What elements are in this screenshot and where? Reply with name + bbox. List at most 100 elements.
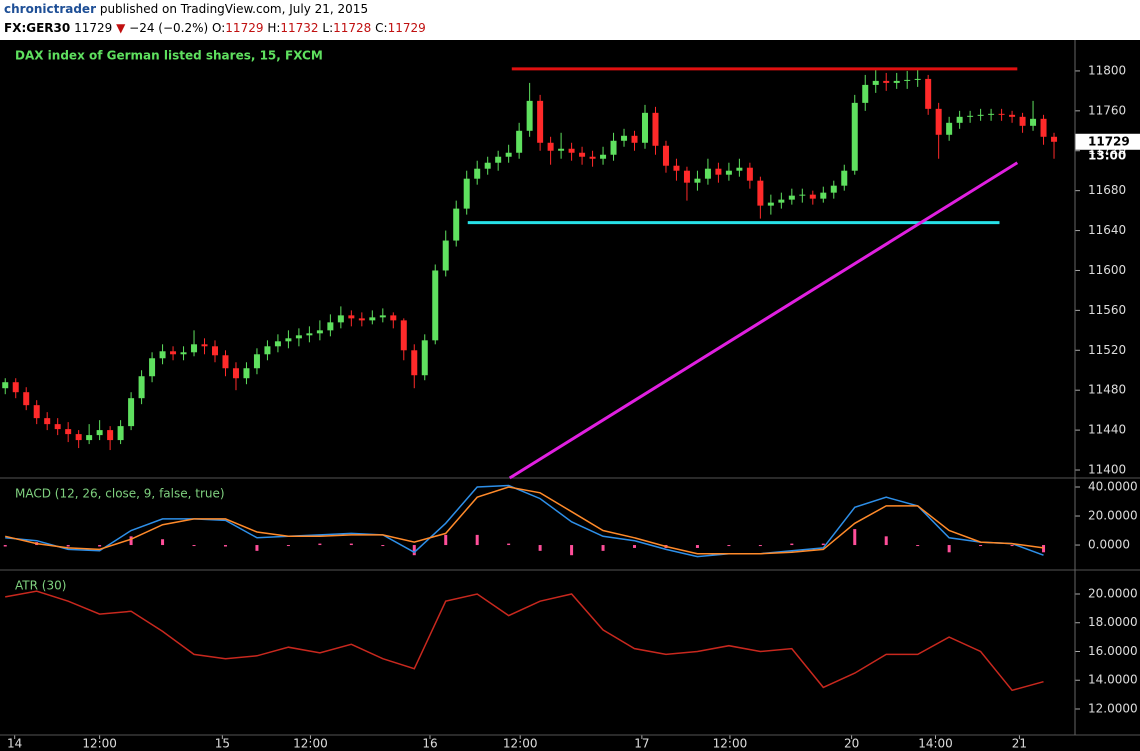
histogram-bar: [853, 529, 857, 546]
histogram-bar: [727, 545, 731, 547]
candle-body: [54, 424, 61, 430]
histogram-bar: [601, 545, 605, 551]
candle-body: [243, 368, 250, 379]
candle-body: [1019, 116, 1026, 126]
y-tick-label: 11800: [1088, 63, 1126, 77]
y-tick-label: 11400: [1088, 463, 1126, 477]
published: published on TradingView.com, July 21, 2…: [99, 2, 369, 16]
candle-body: [526, 100, 533, 131]
x-tick-label: 12:00: [713, 737, 748, 751]
candle-body: [956, 116, 963, 123]
candle-body: [33, 405, 40, 419]
candle-body: [264, 346, 271, 355]
histogram-bar: [633, 545, 637, 548]
y-tick-label: 16.0000: [1088, 644, 1138, 658]
ohlc-label: O:: [212, 21, 226, 35]
ohlc-value: 11729: [225, 21, 264, 35]
histogram-bar: [223, 545, 227, 547]
pane-title: DAX index of German listed shares, 15, F…: [15, 49, 323, 63]
candle-body: [75, 434, 82, 441]
candle-body: [704, 168, 711, 179]
header: chronictrader published on TradingView.c…: [0, 0, 1140, 40]
y-tick-label: 11640: [1088, 223, 1126, 237]
candle-body: [348, 315, 355, 319]
candle-body: [600, 154, 607, 159]
histogram-bar: [884, 536, 888, 546]
candle-body: [274, 341, 281, 347]
histogram-bar: [1042, 545, 1046, 553]
candle-body: [893, 80, 900, 83]
histogram-bar: [98, 545, 102, 547]
x-tick-label: 15: [215, 737, 230, 751]
candle-body: [65, 429, 72, 435]
background: [0, 40, 1140, 751]
candle-body: [379, 315, 386, 318]
candle-body: [904, 79, 911, 81]
symbol: FX:GER30: [4, 21, 71, 35]
histogram-bar: [192, 545, 196, 547]
candle-body: [390, 315, 397, 321]
candle-body: [757, 180, 764, 206]
author[interactable]: chronictrader: [4, 2, 96, 16]
candle-body: [988, 113, 995, 115]
ohlc-value: 11732: [280, 21, 319, 35]
pane-title: ATR (30): [15, 579, 66, 593]
indicator-line: [5, 486, 1044, 555]
candle-body: [411, 350, 418, 376]
candle-body: [128, 398, 135, 427]
candle-body: [872, 80, 879, 85]
histogram-bar: [790, 543, 794, 546]
candle-body: [358, 318, 365, 321]
price-tag: [1075, 133, 1140, 150]
candle-body: [977, 114, 984, 116]
candle-body: [883, 80, 890, 83]
candle-body: [12, 382, 19, 393]
histogram-bar: [570, 545, 574, 556]
candle-body: [925, 78, 932, 109]
candle-body: [2, 382, 9, 389]
candle-body: [851, 102, 858, 171]
x-tick-label: 16: [422, 737, 437, 751]
candle-body: [222, 355, 229, 369]
candle-body: [967, 115, 974, 117]
candle-body: [516, 130, 523, 153]
ohlc-value: 11728: [333, 21, 372, 35]
y-tick-label: 11560: [1088, 303, 1126, 317]
candle-body: [694, 178, 701, 183]
candle-body: [495, 156, 502, 163]
y-tick-label: 18.0000: [1088, 615, 1138, 629]
last: 11729: [74, 21, 113, 35]
histogram-bar: [916, 545, 920, 547]
x-tick-label: 21: [1012, 737, 1027, 751]
y-tick-label: 11480: [1088, 383, 1126, 397]
histogram-bar: [255, 545, 259, 551]
candle-body: [285, 338, 292, 342]
histogram-bar: [66, 545, 70, 547]
y-tick-label: 20.0000: [1088, 587, 1138, 601]
chart: 11400 11440 11480 11520 11560 11600 11640 11680…: [0, 40, 1140, 751]
change: −24 (−0.2%): [129, 21, 209, 35]
candle-body: [589, 156, 596, 159]
candle-body: [862, 84, 869, 103]
candle-body: [914, 78, 921, 80]
x-tick-label: 20: [844, 737, 859, 751]
candle-body: [138, 376, 145, 399]
candle-body: [1009, 114, 1016, 117]
y-tick-label: 11600: [1088, 263, 1126, 277]
histogram-bar: [758, 545, 762, 547]
candle-body: [295, 335, 302, 339]
x-tick-label: 14: [7, 737, 22, 751]
histogram-bar: [349, 543, 353, 546]
candle-body: [1030, 118, 1037, 126]
candle-body: [180, 352, 187, 355]
candle-body: [369, 317, 376, 321]
histogram-bar: [538, 545, 542, 551]
y-tick-label: 20.0000: [1088, 509, 1138, 523]
header-line: chronictrader published on TradingView.c…: [4, 0, 1140, 19]
candle-body: [442, 240, 449, 271]
candle-body: [610, 140, 617, 155]
candle-body: [778, 199, 785, 203]
candle-body: [463, 178, 470, 209]
histogram-bar: [318, 543, 322, 546]
candle-body: [946, 122, 953, 135]
